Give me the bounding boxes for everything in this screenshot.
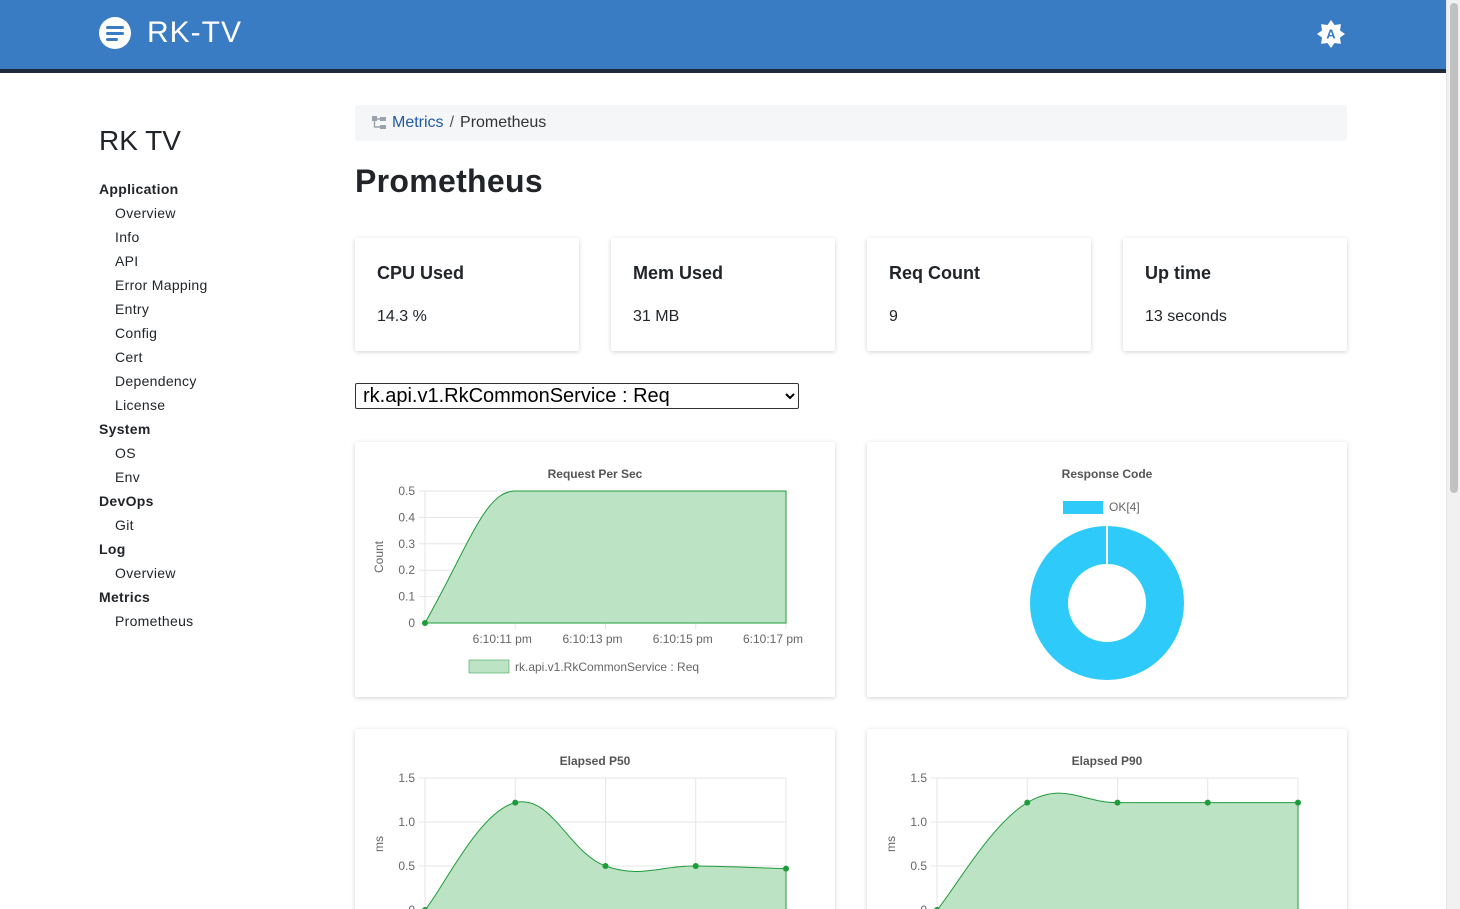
sidebar-nav: Application Overview Info API Error Mapping E… bbox=[99, 177, 319, 633]
chart-title: Elapsed P50 bbox=[560, 754, 631, 768]
x-tick-label: 6:10:13 pm bbox=[562, 632, 622, 646]
series-point bbox=[422, 620, 428, 626]
y-axis-label: ms bbox=[372, 836, 386, 852]
sidebar-item-system-os[interactable]: OS bbox=[115, 445, 136, 461]
series-area bbox=[937, 792, 1299, 909]
sidebar-item-application-license[interactable]: License bbox=[115, 397, 166, 413]
legend-swatch bbox=[1063, 501, 1103, 514]
y-tick-label: 0 bbox=[920, 903, 927, 909]
chart-response-code: Response Code OK[4] bbox=[1030, 467, 1184, 680]
series-point bbox=[1024, 799, 1031, 806]
y-tick-label: 1.0 bbox=[398, 815, 415, 829]
theme-toggle-icon[interactable]: A bbox=[1316, 19, 1346, 49]
sidebar-title: RK TV bbox=[99, 125, 181, 156]
legend-swatch bbox=[468, 659, 510, 674]
sidebar-group-devops[interactable]: DevOps bbox=[99, 493, 154, 509]
sidebar-group-log[interactable]: Log bbox=[99, 541, 126, 557]
sidebar-item-application-config[interactable]: Config bbox=[115, 325, 158, 341]
series-area bbox=[425, 801, 787, 909]
stat-card-cpu: CPU Used 14.3 % bbox=[355, 238, 579, 351]
chart-title: Request Per Sec bbox=[548, 467, 643, 481]
series-point bbox=[783, 865, 789, 872]
sidebar-item-application-error-mapping[interactable]: Error Mapping bbox=[115, 277, 208, 293]
stat-label: Req Count bbox=[889, 263, 980, 283]
sidebar-item-metrics-prometheus[interactable]: Prometheus bbox=[115, 613, 194, 629]
y-tick-label: 0.5 bbox=[910, 859, 927, 873]
chart-elapsed-p90: Elapsed P90 0 0.5 1.0 1.5 ms bbox=[884, 754, 1301, 909]
metric-select[interactable]: rk.api.v1.RkCommonService : Req bbox=[355, 383, 799, 409]
stat-value: 14.3 % bbox=[377, 308, 427, 325]
chart-card-elapsed-p90: Elapsed P90 0 0.5 1.0 1.5 ms bbox=[867, 729, 1347, 909]
breadcrumb-link-metrics[interactable]: Metrics bbox=[392, 114, 444, 131]
breadcrumb-separator: / bbox=[449, 114, 455, 131]
sidebar-group-metrics[interactable]: Metrics bbox=[99, 589, 151, 605]
sidebar-item-application-cert[interactable]: Cert bbox=[115, 349, 143, 365]
x-tick-label: 6:10:17 pm bbox=[743, 632, 803, 646]
sitemap-icon bbox=[372, 116, 386, 129]
series-point bbox=[692, 863, 699, 869]
brand[interactable]: RK-TV bbox=[99, 17, 242, 49]
stat-label: Up time bbox=[1145, 263, 1212, 283]
y-tick-label: 1.5 bbox=[398, 771, 415, 785]
sidebar-item-system-env[interactable]: Env bbox=[115, 469, 141, 485]
y-tick-label: 0.1 bbox=[398, 590, 415, 604]
sidebar-item-devops-git[interactable]: Git bbox=[115, 517, 134, 533]
legend-label: OK[4] bbox=[1109, 500, 1140, 514]
y-tick-label: 0 bbox=[408, 903, 415, 909]
x-tick-label: 6:10:11 pm bbox=[473, 632, 532, 646]
sidebar-item-log-overview[interactable]: Overview bbox=[115, 565, 176, 581]
stat-value: 9 bbox=[889, 308, 898, 325]
stat-card-mem: Mem Used 31 MB bbox=[611, 238, 835, 351]
y-axis-label: ms bbox=[884, 836, 898, 852]
stat-card-req-count: Req Count 9 bbox=[867, 238, 1091, 351]
series-area bbox=[424, 490, 787, 624]
sidebar-group-system[interactable]: System bbox=[99, 421, 151, 437]
sidebar-item-application-api[interactable]: API bbox=[115, 253, 139, 269]
y-tick-label: 0.5 bbox=[398, 484, 415, 498]
sidebar-item-application-entry[interactable]: Entry bbox=[115, 301, 150, 317]
stat-card-uptime: Up time 13 seconds bbox=[1123, 238, 1347, 351]
stat-label: CPU Used bbox=[377, 263, 465, 283]
x-tick-label: 6:10:15 pm bbox=[653, 632, 713, 646]
y-tick-label: 0.4 bbox=[398, 510, 415, 524]
chart-card-elapsed-p50: Elapsed P50 0 0.5 1.0 1.5 ms bbox=[355, 729, 835, 909]
series-point bbox=[1295, 799, 1301, 806]
y-tick-label: 1.5 bbox=[910, 771, 927, 785]
series-point bbox=[1204, 799, 1211, 806]
sidebar-group-application[interactable]: Application bbox=[99, 181, 179, 197]
menu-icon[interactable] bbox=[99, 17, 131, 49]
page-title: Prometheus bbox=[355, 163, 543, 199]
breadcrumb: Metrics / Prometheus bbox=[355, 105, 1347, 141]
y-tick-label: 0.2 bbox=[398, 563, 415, 577]
chart-title: Response Code bbox=[1062, 467, 1153, 481]
y-tick-label: 0.5 bbox=[398, 859, 415, 873]
top-navbar: RK-TV A bbox=[0, 0, 1446, 73]
app-title: RK-TV bbox=[147, 16, 242, 49]
y-axis-label: Count bbox=[372, 540, 386, 573]
chart-request-per-sec: Request Per Sec 0 0.1 0.2 0.3 0.4 0.5 Count 6:10… bbox=[372, 467, 803, 674]
y-tick-label: 1.0 bbox=[910, 815, 927, 829]
page-scrollbar[interactable] bbox=[1446, 0, 1460, 909]
series-point bbox=[602, 863, 609, 869]
chart-card-response-code: Response Code OK[4] bbox=[867, 442, 1347, 697]
stat-value: 13 seconds bbox=[1145, 308, 1227, 325]
series-point bbox=[512, 799, 519, 806]
chart-title: Elapsed P90 bbox=[1072, 754, 1143, 768]
sidebar-item-application-overview[interactable]: Overview bbox=[115, 205, 176, 221]
scrollbar-thumb[interactable] bbox=[1450, 3, 1458, 493]
chart-card-request-per-sec: Request Per Sec 0 0.1 0.2 0.3 0.4 0.5 Count 6:10… bbox=[355, 442, 835, 697]
y-tick-label: 0 bbox=[408, 616, 415, 630]
sidebar: RK TV Application Overview Info API Error Ma… bbox=[99, 125, 319, 633]
breadcrumb-current: Prometheus bbox=[460, 114, 547, 131]
stat-label: Mem Used bbox=[633, 263, 724, 283]
y-tick-label: 0.3 bbox=[398, 537, 415, 551]
series-point bbox=[1114, 799, 1121, 806]
legend-label: rk.api.v1.RkCommonService : Req bbox=[515, 660, 699, 674]
chart-elapsed-p50: Elapsed P50 0 0.5 1.0 1.5 ms bbox=[372, 754, 789, 909]
theme-toggle-glyph: A bbox=[1326, 27, 1336, 42]
sidebar-item-application-info[interactable]: Info bbox=[115, 229, 140, 245]
sidebar-item-application-dependency[interactable]: Dependency bbox=[115, 373, 197, 389]
stat-value: 31 MB bbox=[633, 308, 680, 325]
